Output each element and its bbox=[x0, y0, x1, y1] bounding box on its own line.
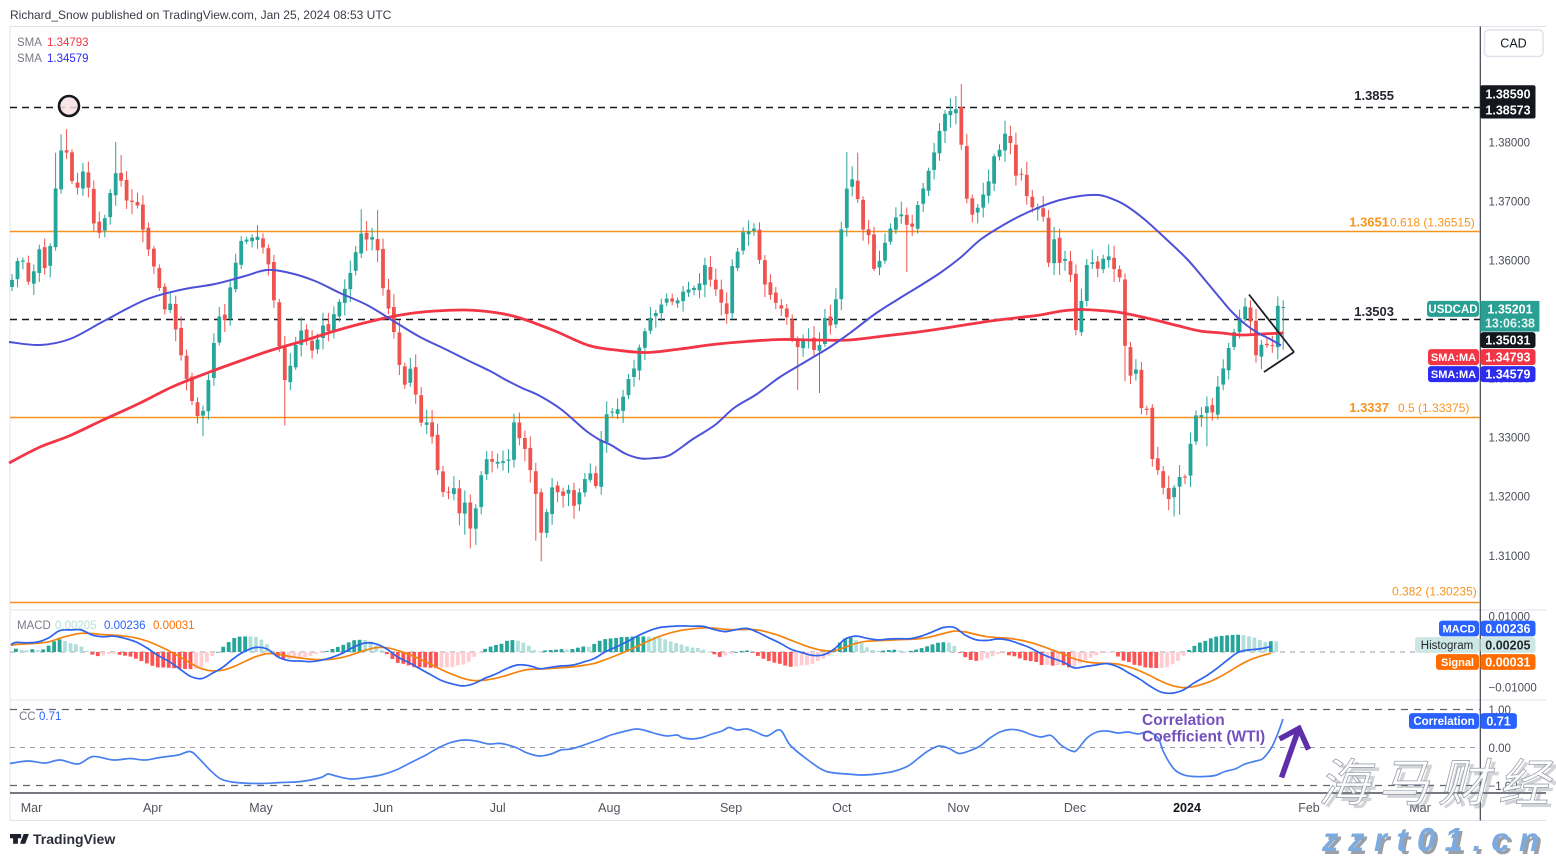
svg-text:0.00205: 0.00205 bbox=[55, 620, 97, 632]
svg-text:SMA:MA: SMA:MA bbox=[1431, 352, 1476, 364]
svg-text:1.37000: 1.37000 bbox=[1489, 196, 1531, 208]
svg-text:1.34793: 1.34793 bbox=[47, 37, 89, 49]
svg-text:0.01000: 0.01000 bbox=[1489, 611, 1531, 623]
svg-text:SMA:MA: SMA:MA bbox=[1431, 369, 1476, 381]
svg-text:zzrt01.cn: zzrt01.cn bbox=[1324, 824, 1552, 857]
svg-text:−0.01000: −0.01000 bbox=[1489, 682, 1537, 694]
svg-text:Correlation: Correlation bbox=[1142, 712, 1225, 729]
svg-text:1.36000: 1.36000 bbox=[1489, 256, 1531, 268]
svg-text:0.00205: 0.00205 bbox=[1485, 639, 1530, 653]
svg-text:Jul: Jul bbox=[490, 801, 506, 815]
svg-text:1.3651: 1.3651 bbox=[1349, 215, 1389, 230]
svg-text:1.38573: 1.38573 bbox=[1485, 104, 1530, 118]
svg-text:Oct: Oct bbox=[832, 801, 852, 815]
svg-text:1.31000: 1.31000 bbox=[1489, 551, 1531, 563]
svg-text:0.00: 0.00 bbox=[1489, 743, 1511, 755]
svg-text:0.00031: 0.00031 bbox=[153, 620, 195, 632]
svg-text:1.3503: 1.3503 bbox=[1354, 304, 1394, 319]
svg-text:−1.00: −1.00 bbox=[1489, 781, 1518, 793]
svg-text:0.00031: 0.00031 bbox=[1485, 656, 1530, 670]
svg-text:Coefficient (WTI): Coefficient (WTI) bbox=[1142, 729, 1265, 746]
svg-text:Histogram: Histogram bbox=[1421, 640, 1473, 652]
svg-text:Correlation: Correlation bbox=[1413, 716, 1474, 728]
svg-text:CAD: CAD bbox=[1500, 37, 1526, 51]
svg-text:Apr: Apr bbox=[143, 801, 162, 815]
svg-text:Signal: Signal bbox=[1441, 657, 1474, 669]
svg-text:1.34793: 1.34793 bbox=[1485, 351, 1530, 365]
svg-text:0.382 (1.30235): 0.382 (1.30235) bbox=[1392, 585, 1477, 599]
svg-text:Sep: Sep bbox=[720, 801, 742, 815]
svg-text:1.35201: 1.35201 bbox=[1487, 303, 1532, 317]
svg-text:0.00236: 0.00236 bbox=[1485, 622, 1530, 636]
svg-text:1.38000: 1.38000 bbox=[1489, 137, 1531, 149]
svg-text:1.34579: 1.34579 bbox=[1485, 368, 1530, 382]
svg-text:Nov: Nov bbox=[947, 801, 970, 815]
svg-text:CC: CC bbox=[19, 711, 36, 723]
svg-text:TradingView: TradingView bbox=[33, 831, 115, 847]
svg-text:2024: 2024 bbox=[1173, 801, 1201, 815]
svg-text:MACD: MACD bbox=[17, 620, 51, 632]
svg-text:Richard_Snow published on Trad: Richard_Snow published on TradingView.co… bbox=[10, 8, 392, 22]
svg-text:1.33000: 1.33000 bbox=[1489, 433, 1531, 445]
svg-text:Dec: Dec bbox=[1064, 801, 1086, 815]
svg-text:1.38590: 1.38590 bbox=[1485, 88, 1530, 102]
svg-text:Aug: Aug bbox=[598, 801, 620, 815]
svg-text:May: May bbox=[249, 801, 273, 815]
svg-text:0.71: 0.71 bbox=[1486, 715, 1510, 729]
svg-text:1.3855: 1.3855 bbox=[1354, 88, 1394, 103]
svg-text:Feb: Feb bbox=[1298, 801, 1320, 815]
svg-text:0.5 (1.33375): 0.5 (1.33375) bbox=[1398, 401, 1469, 415]
svg-text:13:06:38: 13:06:38 bbox=[1485, 317, 1535, 331]
svg-text:1.34579: 1.34579 bbox=[47, 53, 89, 65]
svg-text:海马财经: 海马财经 bbox=[1323, 759, 1556, 816]
svg-text:SMA: SMA bbox=[17, 53, 42, 65]
svg-text:1.35031: 1.35031 bbox=[1485, 334, 1530, 348]
svg-text:Mar: Mar bbox=[21, 801, 43, 815]
svg-text:1.32000: 1.32000 bbox=[1489, 492, 1531, 504]
svg-text:MACD: MACD bbox=[1443, 624, 1476, 636]
svg-text:Mar: Mar bbox=[1409, 801, 1431, 815]
svg-text:USDCAD: USDCAD bbox=[1428, 304, 1477, 316]
svg-text:0.618 (1.36515): 0.618 (1.36515) bbox=[1390, 216, 1475, 230]
svg-text:SMA: SMA bbox=[17, 37, 42, 49]
svg-text:海马财经: 海马财经 bbox=[1318, 755, 1556, 812]
svg-text:Jun: Jun bbox=[373, 801, 393, 815]
svg-text:zzrt01.cn: zzrt01.cn bbox=[1321, 821, 1549, 857]
svg-text:0.71: 0.71 bbox=[39, 711, 61, 723]
svg-text:0.00236: 0.00236 bbox=[104, 620, 146, 632]
svg-text:1.3337: 1.3337 bbox=[1349, 400, 1389, 415]
